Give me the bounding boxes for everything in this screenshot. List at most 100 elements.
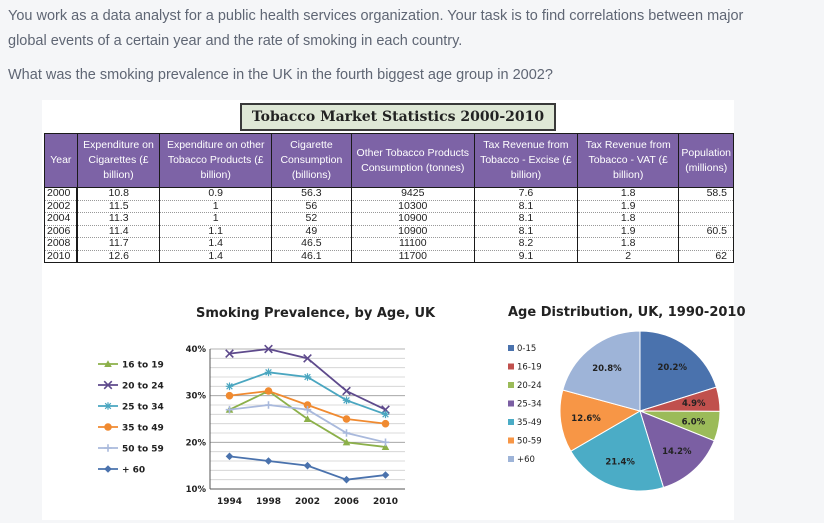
data-point — [264, 368, 273, 377]
y-tick-label: 30% — [186, 392, 207, 402]
table-body: 2000 10.8 0.9 56.3 9425 7.6 1.8 58.5 2002 11.5 1 56… — [44, 187, 734, 263]
table-cell: 2 — [576, 250, 680, 263]
table-cell — [678, 200, 734, 213]
data-point — [381, 419, 390, 428]
header-other-consumption: Other Tobacco Products Consumption (tonn… — [350, 133, 475, 188]
data-point — [303, 415, 312, 423]
pie-data-label: 12.6% — [571, 414, 601, 424]
infographic-title: Tobacco Market Statistics 2000-2010 — [240, 103, 556, 131]
table-cell: 1.9 — [576, 225, 680, 238]
table-cell: 58.5 — [678, 187, 734, 201]
legend-swatch — [508, 382, 514, 388]
data-point — [225, 391, 234, 400]
data-point — [225, 405, 234, 414]
table-cell: 1 — [159, 200, 273, 213]
data-point — [264, 457, 273, 465]
data-point — [342, 429, 351, 437]
pie-slice — [562, 330, 641, 412]
y-tick-label: 20% — [186, 438, 207, 448]
table-cell-year: 2000 — [44, 187, 79, 201]
table-row: 2004 11.3 1 52 10900 8.1 1.8 — [44, 212, 734, 226]
legend-marker — [103, 380, 113, 390]
header-tax-vat: Tax Revenue from Tobacco - VAT (£ billio… — [576, 133, 680, 188]
legend-marker — [104, 423, 112, 431]
table-cell-year: 2010 — [44, 250, 79, 263]
data-point — [381, 443, 390, 451]
data-point — [303, 373, 312, 381]
data-point — [225, 382, 234, 391]
legend-label: 20-24 — [517, 381, 542, 391]
legend-swatch — [508, 456, 514, 462]
pie-slice — [559, 389, 642, 452]
table-cell: 1.8 — [576, 237, 680, 251]
legend-marker — [104, 360, 112, 368]
header-cig-consumption: Cigarette Consumption (billions) — [271, 133, 352, 188]
y-tick-label: 10% — [186, 485, 207, 495]
header-cig-expenditure: Expenditure on Cigarettes (£ billion) — [76, 133, 161, 188]
x-tick-label: 1998 — [256, 497, 281, 507]
table-cell: 1 — [159, 212, 273, 226]
table-cell: 62 — [678, 250, 734, 263]
data-point — [264, 387, 273, 395]
table-cell: 0.9 — [159, 187, 273, 201]
legend-swatch — [508, 400, 514, 407]
legend-label: 50 to 59 — [122, 445, 164, 455]
header-other-expenditure: Expenditure on other Tobacco Products (£… — [159, 133, 273, 188]
data-point — [342, 396, 351, 405]
legend-label: 25 to 34 — [122, 403, 164, 413]
pie-data-label: 14.2% — [662, 447, 692, 457]
table-cell — [678, 237, 734, 251]
data-point — [264, 344, 273, 354]
legend-swatch — [508, 437, 514, 444]
legend-swatch — [508, 419, 514, 425]
data-point — [264, 401, 273, 409]
pie-data-label: 21.4% — [605, 458, 635, 468]
legend-label: 35-49 — [517, 418, 542, 428]
legend-marker — [104, 402, 112, 410]
x-tick-label: 2006 — [334, 497, 359, 507]
table-cell-year: 2008 — [44, 237, 79, 251]
data-point — [381, 471, 390, 479]
table-cell: 1.9 — [576, 200, 680, 213]
table-header-row: Year Expenditure on Cigarettes (£ billio… — [44, 133, 734, 188]
table-row: 2006 11.4 1.1 49 10900 8.1 1.9 60.5 — [44, 225, 734, 238]
table-row: 2002 11.5 1 56 10300 8.1 1.9 — [44, 200, 734, 213]
pie-data-label: 20.8% — [592, 364, 622, 374]
pie-chart-title: Age Distribution, UK, 1990-2010 — [508, 305, 746, 320]
header-population: Population (millions) — [678, 133, 734, 188]
legend-label: 0-15 — [517, 344, 536, 354]
data-point — [342, 438, 351, 446]
y-tick-label: 40% — [186, 345, 207, 355]
table-cell-year: 2002 — [44, 200, 79, 213]
table-cell: 1.8 — [576, 187, 680, 201]
legend-label: 16-19 — [517, 363, 542, 373]
table-row: 2000 10.8 0.9 56.3 9425 7.6 1.8 58.5 — [44, 187, 734, 201]
data-point — [303, 353, 312, 363]
legend-marker — [104, 465, 112, 473]
question-prompt: What was the smoking prevalence in the U… — [8, 67, 553, 83]
header-tax-excise: Tax Revenue from Tobacco - Excise (£ bil… — [473, 133, 578, 188]
legend-label: 20 to 24 — [122, 382, 164, 392]
table-row: 2010 12.6 1.4 46.1 11700 9.1 2 62 — [44, 250, 734, 263]
data-point — [225, 452, 234, 461]
legend-label: + 60 — [122, 466, 145, 476]
tobacco-stats-table: Year Expenditure on Cigarettes (£ billio… — [44, 133, 734, 263]
legend-label: 50-59 — [517, 437, 542, 447]
data-point — [225, 349, 234, 359]
legend-swatch — [508, 363, 514, 370]
data-point — [342, 386, 351, 396]
legend-label: +60 — [517, 455, 535, 465]
x-tick-label: 2002 — [295, 497, 320, 507]
table-cell: 1.1 — [159, 225, 273, 238]
question-text-line-1: You work as a data analyst for a public … — [8, 8, 744, 24]
table-cell-year: 2004 — [44, 212, 79, 226]
data-point — [303, 461, 312, 470]
pie-data-label: 20.2% — [657, 363, 687, 373]
table-cell: 1.4 — [159, 250, 273, 263]
legend-marker — [104, 444, 112, 452]
pie-data-label: 4.9% — [682, 399, 706, 409]
data-point — [381, 410, 390, 419]
data-point — [303, 405, 312, 414]
x-tick-label: 1994 — [217, 497, 242, 507]
